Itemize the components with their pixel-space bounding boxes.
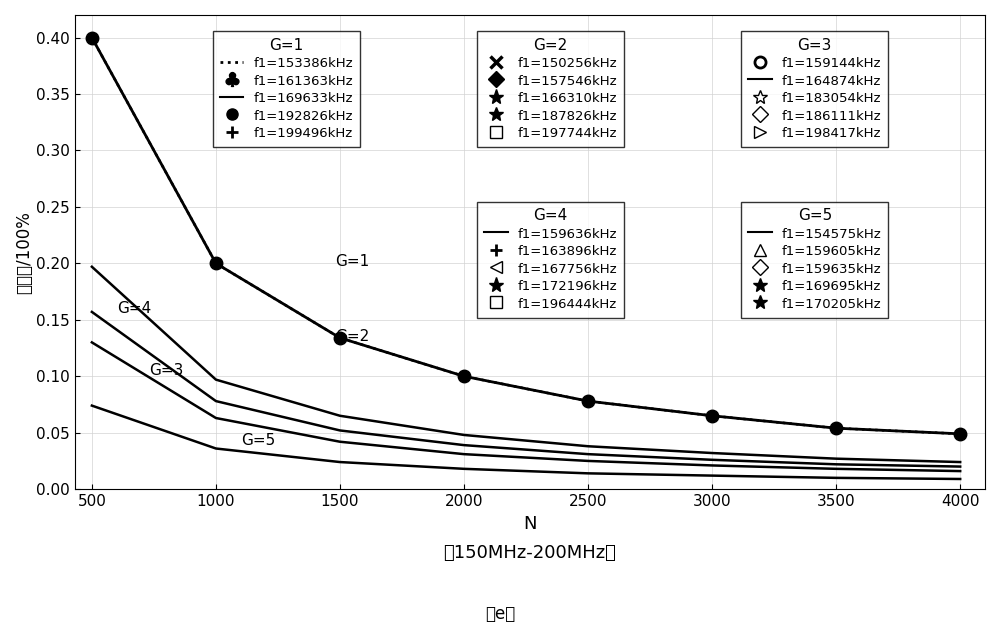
Text: G=2: G=2 (335, 329, 369, 344)
Text: G=5: G=5 (241, 433, 275, 448)
X-axis label: N: N (523, 514, 537, 533)
Text: G=1: G=1 (335, 254, 369, 269)
Legend: f1=154575kHz, f1=159605kHz, f1=159635kHz, f1=169695kHz, f1=170205kHz: f1=154575kHz, f1=159605kHz, f1=159635kHz… (741, 202, 888, 318)
Y-axis label: 虚警率/100%: 虚警率/100% (15, 210, 33, 293)
Text: G=4: G=4 (117, 301, 151, 316)
Text: G=3: G=3 (149, 363, 183, 378)
Text: （e）: （e） (485, 605, 515, 622)
Text: （150MHz-200MHz）: （150MHz-200MHz） (443, 544, 616, 561)
